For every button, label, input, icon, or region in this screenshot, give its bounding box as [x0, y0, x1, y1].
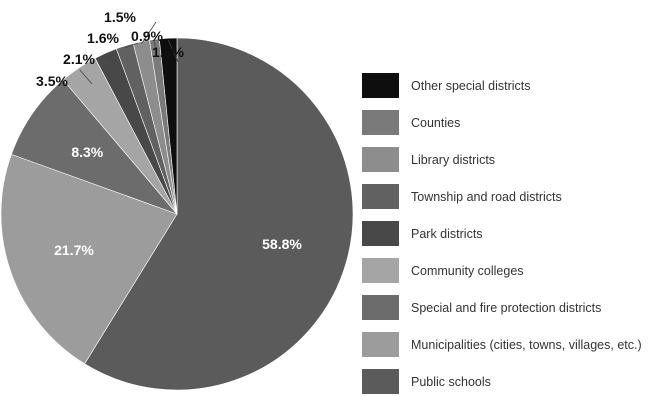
slice-labels: 58.8%21.7%8.3%3.5%2.1%1.6%1.5%0.9%1.6%	[36, 9, 302, 258]
pie-slice-special-and-fire-protection-districts	[11, 79, 178, 215]
legend-item-other-special-districts: Other special districts	[362, 73, 530, 98]
legend-label: Other special districts	[411, 79, 530, 93]
legend-swatch	[362, 221, 399, 246]
legend-swatch	[362, 73, 399, 98]
slice-label-special-and-fire-protection-districts: 8.3%	[71, 144, 103, 160]
leader-line-community-colleges	[79, 69, 93, 85]
legend-item-park-districts: Park districts	[362, 221, 483, 246]
legend-item-community-colleges: Community colleges	[362, 258, 524, 283]
legend-item-municipalities-cities-towns-villages-etc: Municipalities (cities, towns, villages,…	[362, 332, 642, 357]
leader-lines	[79, 21, 179, 85]
legend-swatch	[362, 369, 399, 394]
slice-label-library-districts: 1.5%	[104, 9, 136, 25]
legend-label: Public schools	[411, 375, 491, 389]
legend-label: Special and fire protection districts	[411, 301, 601, 315]
slice-label-community-colleges: 3.5%	[36, 73, 68, 89]
legend-swatch	[362, 184, 399, 209]
legend-label: Library districts	[411, 153, 495, 167]
legend-item-township-and-road-districts: Township and road districts	[362, 184, 562, 209]
legend-label: Park districts	[411, 227, 483, 241]
legend-swatch	[362, 258, 399, 283]
pie-slice-public-schools	[84, 37, 354, 391]
legend-label: Township and road districts	[411, 190, 562, 204]
legend-item-public-schools: Public schools	[362, 369, 491, 394]
legend: Other special districts Counties Library d…	[362, 73, 642, 394]
pie-slice-other-special-districts	[159, 37, 178, 215]
slice-label-township-and-road-districts: 1.6%	[87, 30, 119, 46]
legend-swatch	[362, 332, 399, 357]
pie-slices	[0, 37, 354, 391]
slice-label-municipalities-cities-towns-villages-etc: 21.7%	[54, 242, 94, 258]
leader-line-other-special-districts	[167, 40, 179, 63]
legend-item-library-districts: Library districts	[362, 147, 495, 172]
pie-slice-municipalities-cities-towns-villages-etc	[0, 153, 178, 365]
leader-line-township-and-road-districts	[125, 42, 139, 49]
legend-swatch	[362, 147, 399, 172]
legend-swatch	[362, 295, 399, 320]
slice-label-other-special-districts: 1.6%	[152, 44, 184, 60]
slice-label-park-districts: 2.1%	[63, 51, 95, 67]
legend-label: Community colleges	[411, 264, 524, 278]
legend-label: Municipalities (cities, towns, villages,…	[411, 338, 642, 352]
leader-line-library-districts	[141, 21, 157, 44]
slice-label-public-schools: 58.8%	[262, 236, 302, 252]
legend-item-special-and-fire-protection-districts: Special and fire protection districts	[362, 295, 601, 320]
legend-label: Counties	[411, 116, 460, 130]
legend-item-counties: Counties	[362, 110, 460, 135]
slice-label-counties: 0.9%	[131, 28, 163, 44]
legend-swatch	[362, 110, 399, 135]
leader-line-park-districts	[106, 54, 117, 63]
